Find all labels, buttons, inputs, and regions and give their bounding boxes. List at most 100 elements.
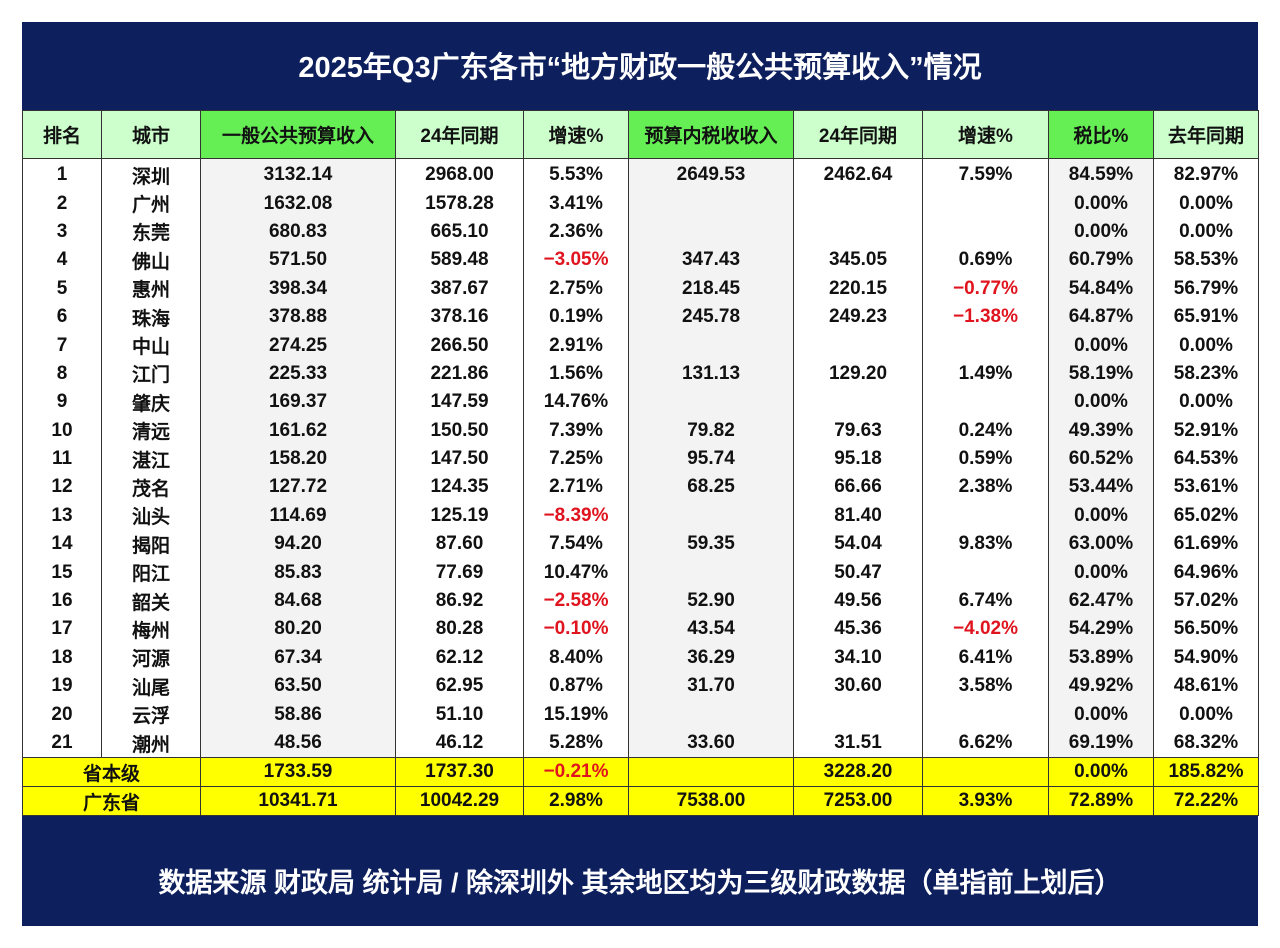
table-cell xyxy=(922,558,1049,587)
table-cell xyxy=(922,189,1049,218)
table-cell: 62.12 xyxy=(395,643,524,673)
table-cell: −0.21% xyxy=(523,757,629,788)
column-header: 24年同期 xyxy=(793,110,923,159)
table-row: 19 汕尾 63.50 62.95 0.87% 31.70 30.60 3.58% 49.92%… xyxy=(22,672,1259,701)
table-cell: 东莞 xyxy=(101,217,201,247)
table-cell: 66.66 xyxy=(793,473,923,502)
table-cell xyxy=(922,501,1049,531)
table-cell: 218.45 xyxy=(628,274,794,303)
table-cell: 8 xyxy=(22,359,102,389)
table-cell: −2.58% xyxy=(523,586,629,616)
table-cell: 62.47% xyxy=(1048,586,1154,616)
column-header: 增速% xyxy=(523,110,629,159)
table-cell: 53.61% xyxy=(1153,473,1259,502)
table-row: 8 江门 225.33 221.86 1.56% 131.13 129.20 1.49% 58.… xyxy=(22,359,1259,389)
table-cell xyxy=(628,388,794,417)
table-cell: 147.50 xyxy=(395,444,524,474)
table-row: 20 云浮 58.86 51.10 15.19% 0.00% 0.00% xyxy=(22,700,1259,729)
table-cell: 34.10 xyxy=(793,643,923,673)
table-cell: 广州 xyxy=(101,189,201,218)
table-cell: 150.50 xyxy=(395,416,524,445)
table-cell: 阳江 xyxy=(101,558,201,587)
table-cell: −1.38% xyxy=(922,302,1049,332)
table-cell: 云浮 xyxy=(101,700,201,729)
table-cell: 0.00% xyxy=(1048,189,1154,218)
table-cell: 63.00% xyxy=(1048,530,1154,559)
table-cell xyxy=(628,331,794,360)
table-cell: 85.83 xyxy=(200,558,396,587)
table-cell: 11 xyxy=(22,444,102,474)
table-cell: 0.00% xyxy=(1153,331,1259,360)
table-cell: 2968.00 xyxy=(395,158,524,190)
table-cell xyxy=(628,700,794,729)
source-note: 数据来源 财政局 统计局 / 除深圳外 其余地区均为三级财政数据（单指前上划后） xyxy=(158,868,1122,898)
table-cell: 湛江 xyxy=(101,444,201,474)
table-cell: 77.69 xyxy=(395,558,524,587)
table-cell: 清远 xyxy=(101,416,201,445)
table-cell: 7.54% xyxy=(523,530,629,559)
table-cell: 潮州 xyxy=(101,728,201,758)
table-cell: 53.44% xyxy=(1048,473,1154,502)
table-cell: 67.34 xyxy=(200,643,396,673)
table-cell: 62.95 xyxy=(395,672,524,701)
table-cell xyxy=(628,217,794,247)
table-cell: 2.91% xyxy=(523,331,629,360)
table-cell: 79.63 xyxy=(793,416,923,445)
table-cell: 6.41% xyxy=(922,643,1049,673)
table-cell: 10341.71 xyxy=(200,786,396,817)
table-cell: 65.02% xyxy=(1153,501,1259,531)
table-cell: 7.25% xyxy=(523,444,629,474)
table-cell: 59.35 xyxy=(628,530,794,559)
table-cell: 16 xyxy=(22,586,102,616)
table-cell: 378.88 xyxy=(200,302,396,332)
table-cell: 80.20 xyxy=(200,615,396,644)
table-cell: 80.28 xyxy=(395,615,524,644)
table-cell: 274.25 xyxy=(200,331,396,360)
table-cell: −8.39% xyxy=(523,501,629,531)
table-cell: 0.00% xyxy=(1153,189,1259,218)
table-cell: 0.00% xyxy=(1153,700,1259,729)
table-cell: 81.40 xyxy=(793,501,923,531)
table-cell: 124.35 xyxy=(395,473,524,502)
table-row: 9 肇庆 169.37 147.59 14.76% 0.00% 0.00% xyxy=(22,388,1259,417)
table-cell: 肇庆 xyxy=(101,388,201,417)
table-cell: 0.00% xyxy=(1048,700,1154,729)
table-cell: 387.67 xyxy=(395,274,524,303)
table-cell: 54.90% xyxy=(1153,643,1259,673)
table-cell: 125.19 xyxy=(395,501,524,531)
table-cell: 7.59% xyxy=(922,158,1049,190)
table-cell xyxy=(793,388,923,417)
table-cell: 48.56 xyxy=(200,728,396,758)
table-cell xyxy=(628,501,794,531)
table-cell: 345.05 xyxy=(793,246,923,275)
table-cell xyxy=(922,757,1049,788)
table-cell: 7.39% xyxy=(523,416,629,445)
page-title: 2025年Q3广东各市“地方财政一般公共预算收入”情况 xyxy=(298,52,982,84)
table-cell: 1733.59 xyxy=(200,757,396,788)
table-cell: 8.40% xyxy=(523,643,629,673)
table-row: 14 揭阳 94.20 87.60 7.54% 59.35 54.04 9.83% 63.00%… xyxy=(22,530,1259,559)
table-cell: 31.51 xyxy=(793,728,923,758)
table-cell: −0.77% xyxy=(922,274,1049,303)
table-cell: 57.02% xyxy=(1153,586,1259,616)
table-cell: 19 xyxy=(22,672,102,701)
table-cell: 江门 xyxy=(101,359,201,389)
table-cell: 69.19% xyxy=(1048,728,1154,758)
table-cell: 珠海 xyxy=(101,302,201,332)
table-cell: 49.92% xyxy=(1048,672,1154,701)
table-cell xyxy=(922,217,1049,247)
table-cell: −0.10% xyxy=(523,615,629,644)
table-cell: 7538.00 xyxy=(628,786,794,817)
table-cell: 18 xyxy=(22,643,102,673)
table-cell: 249.23 xyxy=(793,302,923,332)
table-cell: 9.83% xyxy=(922,530,1049,559)
table-row: 21 潮州 48.56 46.12 5.28% 33.60 31.51 6.62% 69.19%… xyxy=(22,728,1259,758)
table-cell: 1578.28 xyxy=(395,189,524,218)
table-cell xyxy=(793,700,923,729)
table-cell: 中山 xyxy=(101,331,201,360)
table-cell: 147.59 xyxy=(395,388,524,417)
column-header: 城市 xyxy=(101,110,201,159)
table-cell xyxy=(793,217,923,247)
table-cell: 0.00% xyxy=(1048,757,1154,788)
table-cell: 0.00% xyxy=(1153,217,1259,247)
